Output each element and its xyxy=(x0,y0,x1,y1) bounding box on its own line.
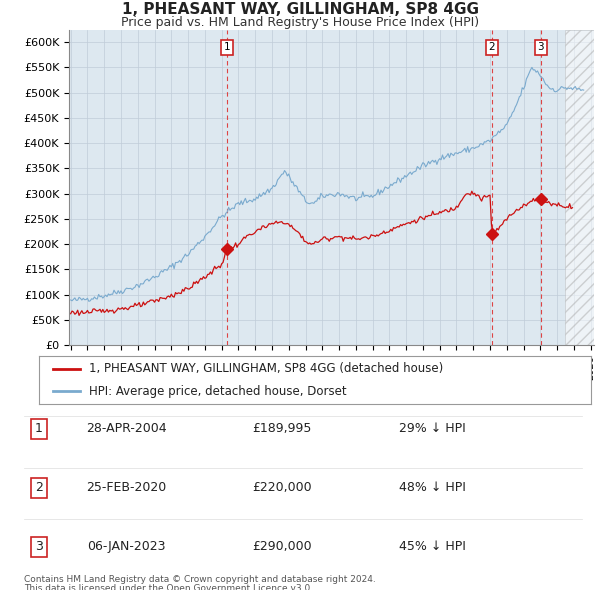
Text: 29% ↓ HPI: 29% ↓ HPI xyxy=(398,422,466,435)
Text: £220,000: £220,000 xyxy=(252,481,312,494)
Text: 45% ↓ HPI: 45% ↓ HPI xyxy=(398,540,466,553)
Text: 1: 1 xyxy=(35,422,43,435)
Text: 1, PHEASANT WAY, GILLINGHAM, SP8 4GG: 1, PHEASANT WAY, GILLINGHAM, SP8 4GG xyxy=(121,2,479,17)
Text: 25-FEB-2020: 25-FEB-2020 xyxy=(86,481,166,494)
Text: 2: 2 xyxy=(35,481,43,494)
Text: This data is licensed under the Open Government Licence v3.0.: This data is licensed under the Open Gov… xyxy=(24,584,313,590)
Text: 28-APR-2004: 28-APR-2004 xyxy=(86,422,166,435)
Text: 1, PHEASANT WAY, GILLINGHAM, SP8 4GG (detached house): 1, PHEASANT WAY, GILLINGHAM, SP8 4GG (de… xyxy=(89,362,443,375)
Text: 1: 1 xyxy=(224,42,230,52)
Text: Price paid vs. HM Land Registry's House Price Index (HPI): Price paid vs. HM Land Registry's House … xyxy=(121,16,479,29)
Text: £290,000: £290,000 xyxy=(252,540,312,553)
Text: 48% ↓ HPI: 48% ↓ HPI xyxy=(398,481,466,494)
Bar xyxy=(565,30,594,345)
Text: 06-JAN-2023: 06-JAN-2023 xyxy=(87,540,165,553)
Text: £189,995: £189,995 xyxy=(253,422,311,435)
Text: HPI: Average price, detached house, Dorset: HPI: Average price, detached house, Dors… xyxy=(89,385,346,398)
Text: Contains HM Land Registry data © Crown copyright and database right 2024.: Contains HM Land Registry data © Crown c… xyxy=(24,575,376,584)
Text: 2: 2 xyxy=(489,42,496,52)
Text: 3: 3 xyxy=(538,42,544,52)
Text: 3: 3 xyxy=(35,540,43,553)
